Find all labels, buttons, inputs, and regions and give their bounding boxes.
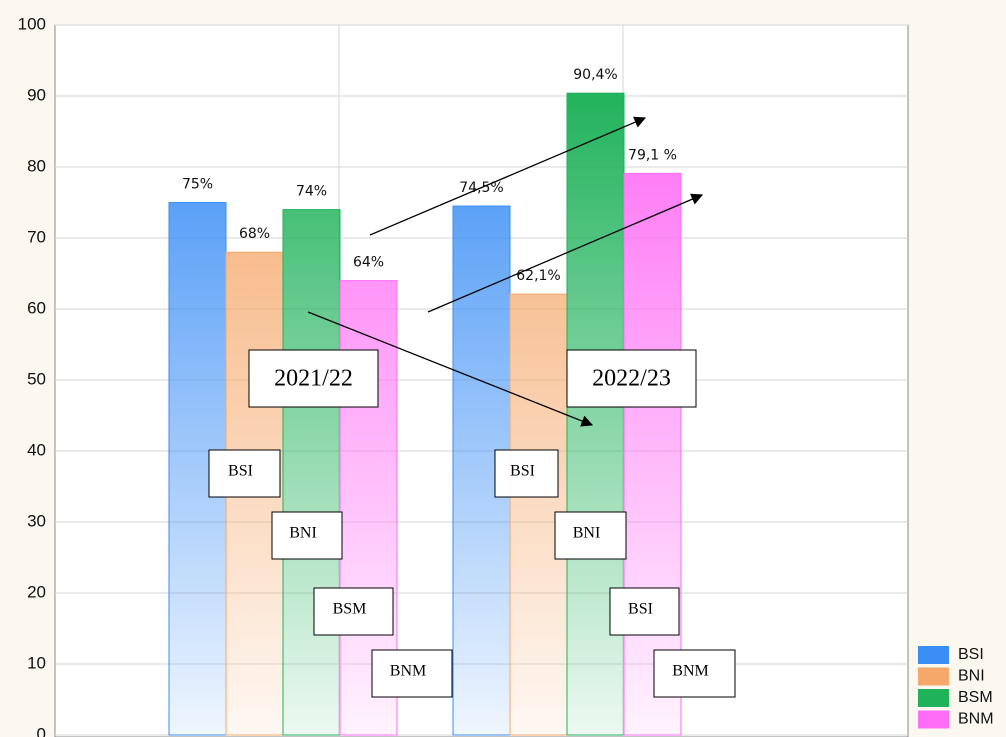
annotation-box [554,511,627,560]
y-tick-label: 80 [27,156,46,175]
annotation-box [208,449,281,498]
legend-label: BSM [958,689,993,706]
value-label: 90,4% [573,67,617,83]
annotation: BSI [228,463,253,480]
annotation-box [371,649,453,698]
y-tick-label: 60 [27,298,46,317]
value-label: 75% [182,177,213,193]
legend-label: BSI [958,646,984,663]
legend-label: BNM [958,711,994,728]
y-tick-label: 20 [27,582,46,601]
legend-swatch [918,689,949,707]
annotation: 2021/22 [274,366,353,392]
y-tick-label: 30 [27,511,46,530]
legend-swatch [918,646,949,664]
value-label: 79,1 % [628,147,677,163]
arrow [427,193,704,313]
y-tick-label: 40 [27,440,46,459]
legend-label: BNI [958,668,985,685]
y-tick-label: 90 [27,85,46,104]
legend-swatch [918,667,949,686]
y-tick-label: 10 [27,653,46,672]
y-tick-label: 50 [27,369,46,388]
value-label: 64% [353,255,384,271]
y-tick-label: 70 [27,227,46,246]
bar [282,209,341,736]
annotation: 2022/23 [592,366,671,392]
y-tick-label: 100 [18,14,46,33]
annotation-box [313,587,394,636]
bar [566,92,625,736]
arrow [307,311,594,427]
annotation: BNI [289,525,317,542]
legend-swatch [918,710,949,729]
bar [623,172,682,736]
annotation: BNM [390,663,426,680]
arrows [307,116,704,427]
arrow [369,116,647,236]
annotation-box [653,649,736,698]
y-tick-label: 0 [37,724,46,737]
value-label: 74% [296,184,327,200]
annotation: BNM [672,663,708,680]
annotation: BSI [510,463,535,480]
annotation-box [248,349,379,408]
annotation-box [494,449,559,498]
value-label: 68% [239,226,270,242]
annotation-box [271,511,343,560]
annotation: BNI [573,525,601,542]
value-label: 62,1% [516,268,560,284]
annotation: BSM [333,601,367,618]
annotation-box [566,349,697,408]
annotation: BSI [628,601,653,618]
annotation-box [609,587,680,636]
